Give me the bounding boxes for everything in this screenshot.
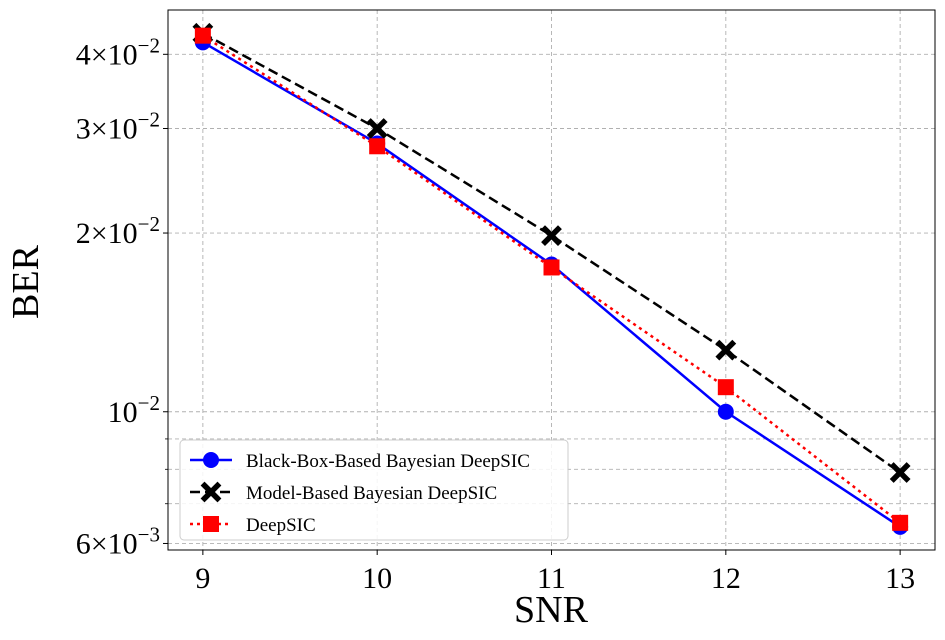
y-tick-times: ×: [91, 217, 108, 250]
plot-frame: [167, 9, 936, 551]
y-tick-base: 10: [108, 38, 138, 71]
y-tick-exponent: −3: [138, 522, 160, 546]
x-tick-label: 12: [711, 562, 741, 595]
legend-entry: Black-Box-Based Bayesian DeepSIC: [190, 451, 530, 472]
y-tick-times: ×: [91, 38, 108, 71]
legend-label: DeepSIC: [246, 515, 316, 536]
y-tick-mantissa: 3: [76, 112, 91, 145]
legend-label: Black-Box-Based Bayesian DeepSIC: [246, 451, 530, 472]
y-tick-label: 10−2: [108, 391, 160, 429]
series-line: [202, 32, 901, 474]
data-point: [366, 118, 388, 139]
x-axis-label: SNR: [514, 589, 589, 631]
x-tick-label: 10: [362, 562, 392, 595]
x-tick-label: 13: [885, 562, 915, 595]
data-point: [543, 259, 560, 276]
x-tick-label: 11: [537, 562, 566, 595]
axis-ticks: 9 10 11 12 134×10−23×10−22×10−210−26×10−3: [76, 33, 915, 595]
y-axis-label: BER: [5, 244, 47, 319]
legend-box: [179, 439, 569, 541]
y-tick-label: 4×10−2: [76, 33, 160, 71]
y-tick-times: ×: [91, 527, 108, 560]
legend-marker: [200, 481, 222, 503]
y-tick-label: 2×10−2: [76, 212, 160, 250]
data-point: [715, 339, 737, 361]
series-layer: [192, 22, 911, 535]
y-tick-times: ×: [91, 112, 108, 145]
y-tick-base: 10: [108, 396, 138, 429]
y-tick-exponent: −2: [138, 107, 160, 131]
data-point: [717, 379, 734, 396]
data-point: [541, 225, 562, 247]
x-tick-label: 9: [195, 562, 210, 595]
y-tick-exponent: −2: [138, 391, 160, 415]
y-tick-label: 6×10−3: [76, 522, 160, 560]
data-point: [892, 514, 909, 531]
data-point: [889, 462, 911, 483]
y-tick-base: 10: [108, 217, 138, 250]
legend-label: Model-Based Bayesian DeepSIC: [246, 483, 497, 504]
y-tick-label: 3×10−2: [76, 107, 160, 145]
y-tick-exponent: −2: [138, 212, 160, 236]
data-point: [369, 138, 386, 155]
y-tick-mantissa: 4: [76, 38, 91, 71]
legend-entry: Model-Based Bayesian DeepSIC: [190, 481, 497, 504]
y-tick-mantissa: 6: [76, 527, 91, 560]
legend: Black-Box-Based Bayesian DeepSIC Model-Ba…: [179, 439, 569, 541]
legend-marker: [203, 452, 219, 468]
data-point: [194, 27, 211, 44]
legend-marker: [203, 516, 219, 532]
series-3: [194, 27, 909, 531]
series-2: [192, 22, 911, 483]
y-tick-mantissa: 2: [76, 217, 91, 250]
legend-entry: DeepSIC: [190, 515, 316, 536]
data-point: [717, 403, 734, 420]
y-tick-base: 10: [108, 112, 138, 145]
y-tick-exponent: −2: [138, 33, 160, 57]
y-tick-base: 10: [108, 527, 138, 560]
